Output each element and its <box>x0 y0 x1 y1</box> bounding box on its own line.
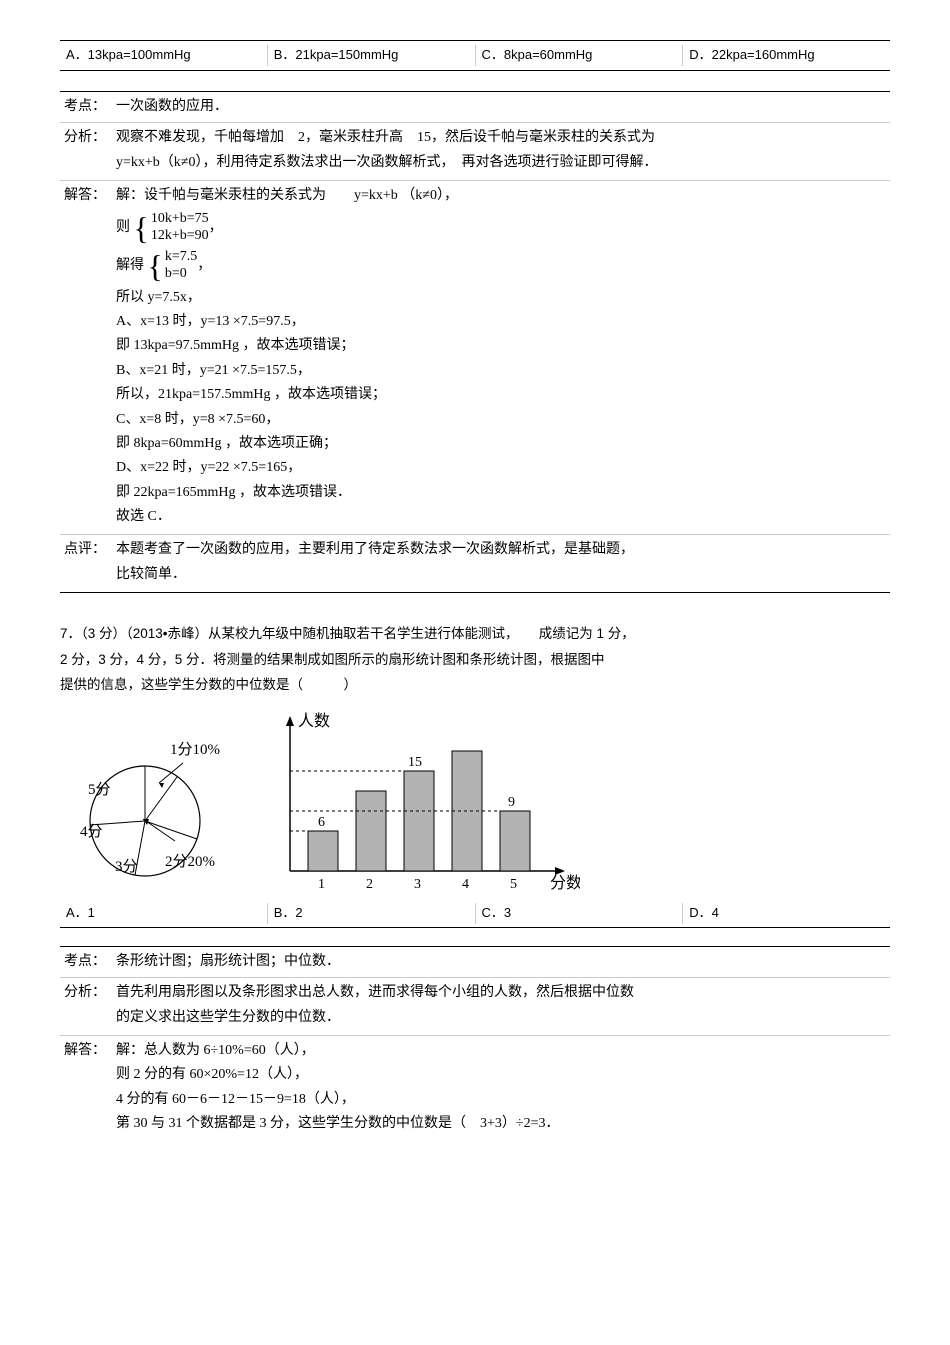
eq-line: 12k+b=90 <box>151 228 209 245</box>
jiede-label: 解得 <box>116 258 144 273</box>
jieda-text: 解：设千帕与毫米汞柱的关系式为 y=kx+b （k≠0）， 则 { 10k+b=… <box>114 185 890 530</box>
pie-label-3: 3分 <box>115 858 138 875</box>
sol-line: C、x=8 时，y=8 ×7.5=60， <box>116 409 890 431</box>
pie-label-4: 4分 <box>80 823 103 840</box>
sol-line: 所以 y=7.5x， <box>116 287 890 309</box>
dp-line: 本题考查了一次函数的应用，主要利用了待定系数法求一次函数解析式，是基础题， <box>116 539 890 561</box>
q7-charts: 1分10% 5分 4分 3分 2分20% 人数 分数 6 15 9 1 2 <box>60 706 890 896</box>
q7-stem-line: 7．（3 分）（2013•赤峰）从某校九年级中随机抽取若干名学生进行体能测试， … <box>60 623 890 645</box>
pie-label-2: 2分20% <box>165 853 215 870</box>
dianping-text: 本题考查了一次函数的应用，主要利用了待定系数法求一次函数解析式，是基础题， 比较… <box>114 539 890 588</box>
q7-option-d: D．4 <box>683 903 890 924</box>
pie-label-5: 5分 <box>88 781 111 798</box>
pie-chart: 1分10% 5分 4分 3分 2分20% <box>60 726 250 896</box>
sol-line: 所以，21kpa=157.5mmHg ，故本选项错误； <box>116 384 890 406</box>
comma: ， <box>197 258 211 273</box>
sol-line: 即 13kpa=97.5mmHg ，故本选项错误； <box>116 335 890 357</box>
ze-label: 则 <box>116 220 130 235</box>
sol-line: 第 30 与 31 个数据都是 3 分，这些学生分数的中位数是（ 3+3）÷2=… <box>116 1113 890 1135</box>
q6-option-a: A．13kpa=100mmHg <box>60 45 268 66</box>
fenxi-label: 分析： <box>60 127 114 176</box>
kaodian-text: 条形统计图；扇形统计图；中位数． <box>114 951 890 973</box>
jieda-label: 解答： <box>60 185 114 530</box>
fenxi-text: 观察不难发现，千帕每增加 2，毫米汞柱升高 15，然后设千帕与毫米汞柱的关系式为… <box>114 127 890 176</box>
fenxi-label: 分析： <box>60 982 114 1031</box>
bar-chart: 人数 分数 6 15 9 1 2 3 4 5 <box>250 706 580 896</box>
q7-option-a: A．1 <box>60 903 268 924</box>
bar-cat: 5 <box>510 877 517 892</box>
q7-option-b: B．2 <box>268 903 476 924</box>
q6-analysis: 考点： 一次函数的应用． 分析： 观察不难发现，千帕每增加 2，毫米汞柱升高 1… <box>60 91 890 593</box>
eq-line: b=0 <box>165 266 197 283</box>
q6-option-c: C．8kpa=60mmHg <box>476 45 684 66</box>
sol-line: 即 8kpa=60mmHg ，故本选项正确； <box>116 433 890 455</box>
jieda-label: 解答： <box>60 1040 114 1138</box>
q6-options-row: A．13kpa=100mmHg B．21kpa=150mmHg C．8kpa=6… <box>60 40 890 71</box>
sol-line: 故选 C． <box>116 506 890 528</box>
bar-ylabel: 人数 <box>298 712 330 730</box>
bar-cat: 2 <box>366 877 373 892</box>
eq-line: k=7.5 <box>165 249 197 266</box>
bar-val-3: 15 <box>408 755 422 770</box>
sol-line: 4 分的有 60－6－12－15－9=18（人）， <box>116 1089 890 1111</box>
kaodian-label: 考点： <box>60 951 114 973</box>
q7-stem-line: 提供的信息，这些学生分数的中位数是（ ） <box>60 674 890 696</box>
fenxi-line: 首先利用扇形图以及条形图求出总人数，进而求得每个小组的人数，然后根据中位数 <box>116 982 890 1004</box>
q7-options-row: A．1 B．2 C．3 D．4 <box>60 900 890 928</box>
bar-cat: 3 <box>414 877 421 892</box>
bar-val-1: 6 <box>318 815 325 830</box>
pie-label-1: 1分10% <box>170 741 220 758</box>
left-brace-icon: { <box>134 212 149 244</box>
sol-line: A、x=13 时，y=13 ×7.5=97.5， <box>116 311 890 333</box>
comma: ， <box>209 220 223 235</box>
sol-line: 则 2 分的有 60×20%=12（人）， <box>116 1064 890 1086</box>
sol-line: 即 22kpa=165mmHg ，故本选项错误． <box>116 482 890 504</box>
bar-cat: 1 <box>318 877 325 892</box>
fenxi-line: 观察不难发现，千帕每增加 2，毫米汞柱升高 15，然后设千帕与毫米汞柱的关系式为 <box>116 127 890 149</box>
fenxi-line: 的定义求出这些学生分数的中位数． <box>116 1007 890 1029</box>
sol-line: 解：总人数为 6÷10%=60（人）， <box>116 1040 890 1062</box>
q7-option-c: C．3 <box>476 903 684 924</box>
bar-val-5: 9 <box>508 795 515 810</box>
left-brace-icon: { <box>148 250 163 282</box>
q6-option-d: D．22kpa=160mmHg <box>683 45 890 66</box>
sol-line: B、x=21 时，y=21 ×7.5=157.5， <box>116 360 890 382</box>
sol-line: D、x=22 时，y=22 ×7.5=165， <box>116 457 890 479</box>
equation-block-1: 则 { 10k+b=75 12k+b=90 ， <box>116 211 890 245</box>
kaodian-text: 一次函数的应用． <box>114 96 890 118</box>
sol-line: 解：设千帕与毫米汞柱的关系式为 y=kx+b （k≠0）， <box>116 185 890 207</box>
jieda-text: 解：总人数为 6÷10%=60（人）， 则 2 分的有 60×20%=12（人）… <box>114 1040 890 1138</box>
fenxi-text: 首先利用扇形图以及条形图求出总人数，进而求得每个小组的人数，然后根据中位数 的定… <box>114 982 890 1031</box>
bar-xlabel: 分数 <box>550 874 580 892</box>
bar-cat: 4 <box>462 877 469 892</box>
dianping-label: 点评： <box>60 539 114 588</box>
q6-option-b: B．21kpa=150mmHg <box>268 45 476 66</box>
equation-block-2: 解得 { k=7.5 b=0 ， <box>116 249 890 283</box>
q7-analysis: 考点： 条形统计图；扇形统计图；中位数． 分析： 首先利用扇形图以及条形图求出总… <box>60 946 890 1142</box>
eq-line: 10k+b=75 <box>151 211 209 228</box>
q7-stem-line: 2 分，3 分，4 分，5 分．将测量的结果制成如图所示的扇形统计图和条形统计图… <box>60 649 890 671</box>
kaodian-label: 考点： <box>60 96 114 118</box>
fenxi-line: y=kx+b（k≠0），利用待定系数法求出一次函数解析式， 再对各选项进行验证即… <box>116 152 890 174</box>
dp-line: 比较简单． <box>116 564 890 586</box>
